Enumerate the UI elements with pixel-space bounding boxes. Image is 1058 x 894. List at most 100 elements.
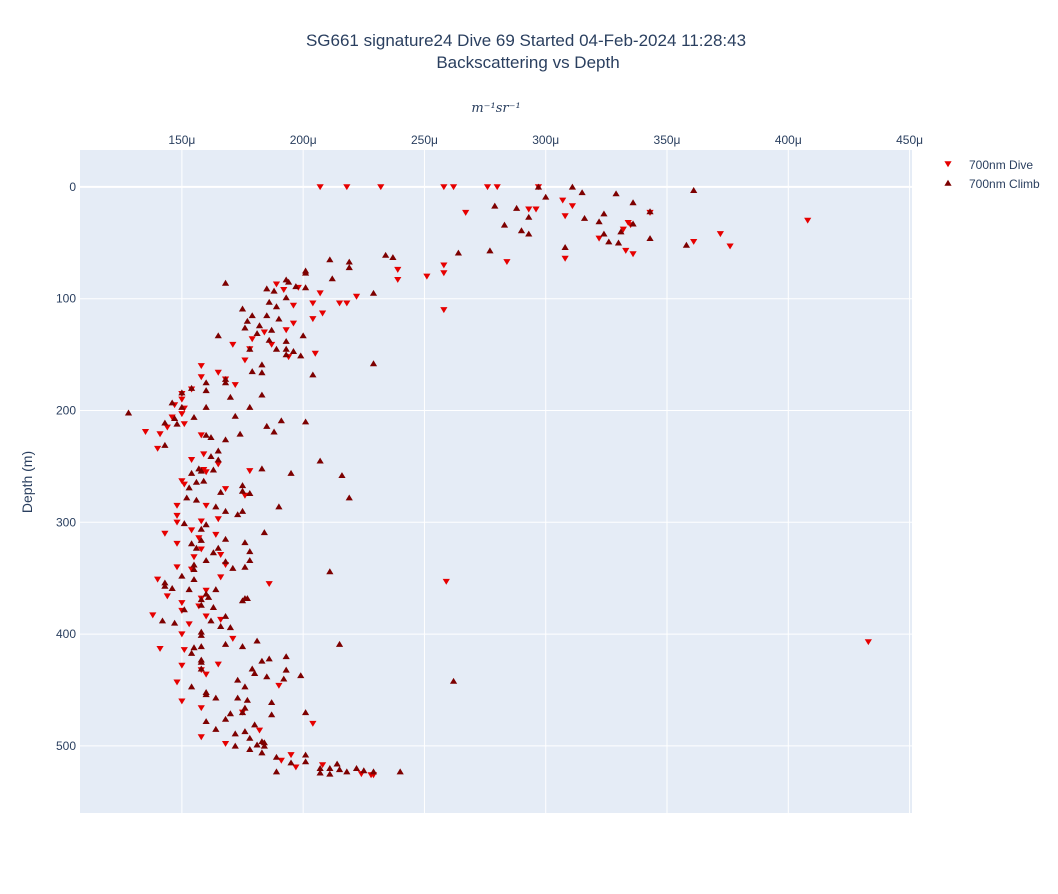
climb-point — [500, 221, 509, 228]
climb-point — [289, 348, 298, 354]
climb-point — [190, 566, 198, 572]
climb-point — [197, 601, 205, 608]
climb-point — [449, 677, 458, 684]
climb-point — [202, 387, 210, 394]
climb-point — [600, 230, 608, 237]
dive-point — [173, 512, 181, 519]
climb-point — [270, 287, 278, 294]
climb-point — [396, 768, 404, 775]
dive-point — [154, 576, 162, 583]
dive-point — [316, 290, 324, 297]
dive-point — [229, 635, 237, 642]
climb-point — [234, 694, 242, 701]
dive-point — [280, 287, 288, 293]
dive-point — [190, 554, 198, 561]
climb-point — [301, 284, 310, 291]
climb-point — [265, 298, 273, 305]
climb-point — [491, 202, 499, 209]
dive-point — [197, 432, 205, 439]
climb-point — [253, 741, 261, 748]
dive-point — [214, 661, 222, 668]
climb-point — [214, 447, 222, 454]
climb-point — [301, 709, 310, 716]
dive-point — [173, 679, 181, 686]
climb-point — [369, 360, 378, 367]
climb-point — [246, 548, 254, 555]
climb-point — [282, 345, 290, 352]
climb-point — [214, 544, 222, 551]
dive-point — [282, 327, 290, 334]
climb-point — [197, 596, 205, 603]
climb-point — [190, 561, 198, 568]
y-tick-label: 400 — [56, 627, 76, 641]
climb-point — [338, 472, 346, 479]
dive-point — [156, 431, 164, 438]
dive-point — [212, 531, 220, 538]
climb-point — [326, 256, 334, 263]
climb-point — [605, 238, 613, 245]
climb-point — [178, 389, 186, 396]
climb-point — [197, 631, 205, 638]
climb-point — [617, 228, 625, 235]
climb-point — [214, 332, 222, 339]
dive-point — [217, 574, 225, 581]
climb-point — [282, 337, 290, 344]
dive-point — [423, 273, 431, 280]
dive-point — [272, 281, 281, 288]
dive-point — [178, 662, 186, 669]
y-tick-label: 100 — [56, 292, 76, 306]
climb-point — [212, 725, 220, 732]
dive-point — [255, 727, 264, 734]
climb-point — [236, 430, 244, 437]
y-tick-labels: 0 100 200 300 400 500 — [56, 180, 76, 753]
climb-point — [299, 332, 307, 339]
climb-point — [178, 572, 186, 579]
climb-point — [316, 765, 324, 771]
dive-point — [246, 468, 254, 475]
climb-point — [486, 247, 494, 254]
dive-point — [202, 613, 210, 620]
climb-point — [238, 482, 247, 489]
climb-point — [253, 637, 261, 644]
climb-point — [221, 375, 230, 382]
climb-point — [612, 190, 620, 197]
climb-point — [316, 457, 324, 464]
climb-point — [195, 465, 203, 472]
chart-title: SG661 signature24 Dive 69 Started 04-Feb… — [306, 31, 746, 50]
climb-point — [280, 675, 288, 682]
climb-point — [183, 494, 191, 501]
legend-item-climb[interactable]: 700nm Climb — [944, 177, 1040, 191]
climb-point — [202, 691, 210, 698]
climb-point — [282, 666, 290, 673]
climb-point — [197, 525, 205, 532]
climb-point — [258, 369, 266, 376]
climb-point — [124, 409, 133, 416]
dive-point — [180, 481, 188, 488]
climb-point — [226, 393, 234, 400]
climb-point — [282, 351, 290, 358]
climb-point — [287, 759, 295, 766]
climb-point — [217, 623, 225, 629]
chart-subtitle: Backscattering vs Depth — [436, 53, 619, 72]
climb-point — [190, 576, 198, 583]
climb-point — [221, 535, 230, 542]
climb-point — [345, 264, 353, 271]
dive-point — [483, 184, 492, 191]
climb-point — [243, 696, 251, 703]
legend-item-dive[interactable]: 700nm Dive — [944, 158, 1033, 172]
dive-point — [149, 612, 157, 619]
x-tick-label: 200μ — [290, 133, 317, 147]
dive-point — [163, 424, 171, 431]
y-axis-title: Depth (m) — [19, 451, 35, 513]
climb-point — [248, 312, 256, 319]
climb-point — [190, 413, 198, 420]
dive-point — [335, 300, 344, 307]
climb-point — [292, 283, 300, 290]
climb-point — [309, 371, 317, 378]
dive-point — [311, 350, 319, 357]
dive-point — [178, 411, 186, 418]
dive-point — [726, 243, 734, 250]
climb-point — [221, 379, 230, 386]
dive-point — [248, 336, 256, 343]
